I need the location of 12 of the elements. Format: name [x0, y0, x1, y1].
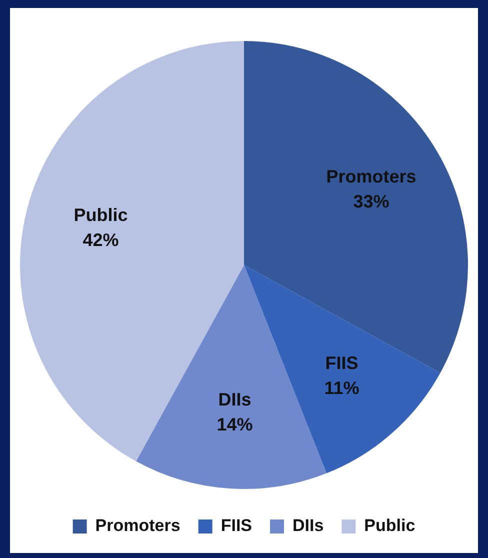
data-label: 11% — [324, 378, 360, 398]
slice-label: Promoters — [326, 166, 416, 187]
legend-label: DIIs — [292, 516, 324, 536]
data-label: 33% — [353, 192, 390, 212]
legend-label: FIIS — [220, 516, 252, 536]
slice-label: DIIs — [218, 390, 252, 410]
data-label: 42% — [82, 230, 119, 250]
legend-label: Public — [364, 516, 416, 536]
slice-label: FIIS — [325, 352, 358, 373]
legend-label: Promoters — [95, 516, 180, 536]
data-label: 14% — [216, 414, 253, 435]
slice-label: Public — [74, 205, 128, 226]
